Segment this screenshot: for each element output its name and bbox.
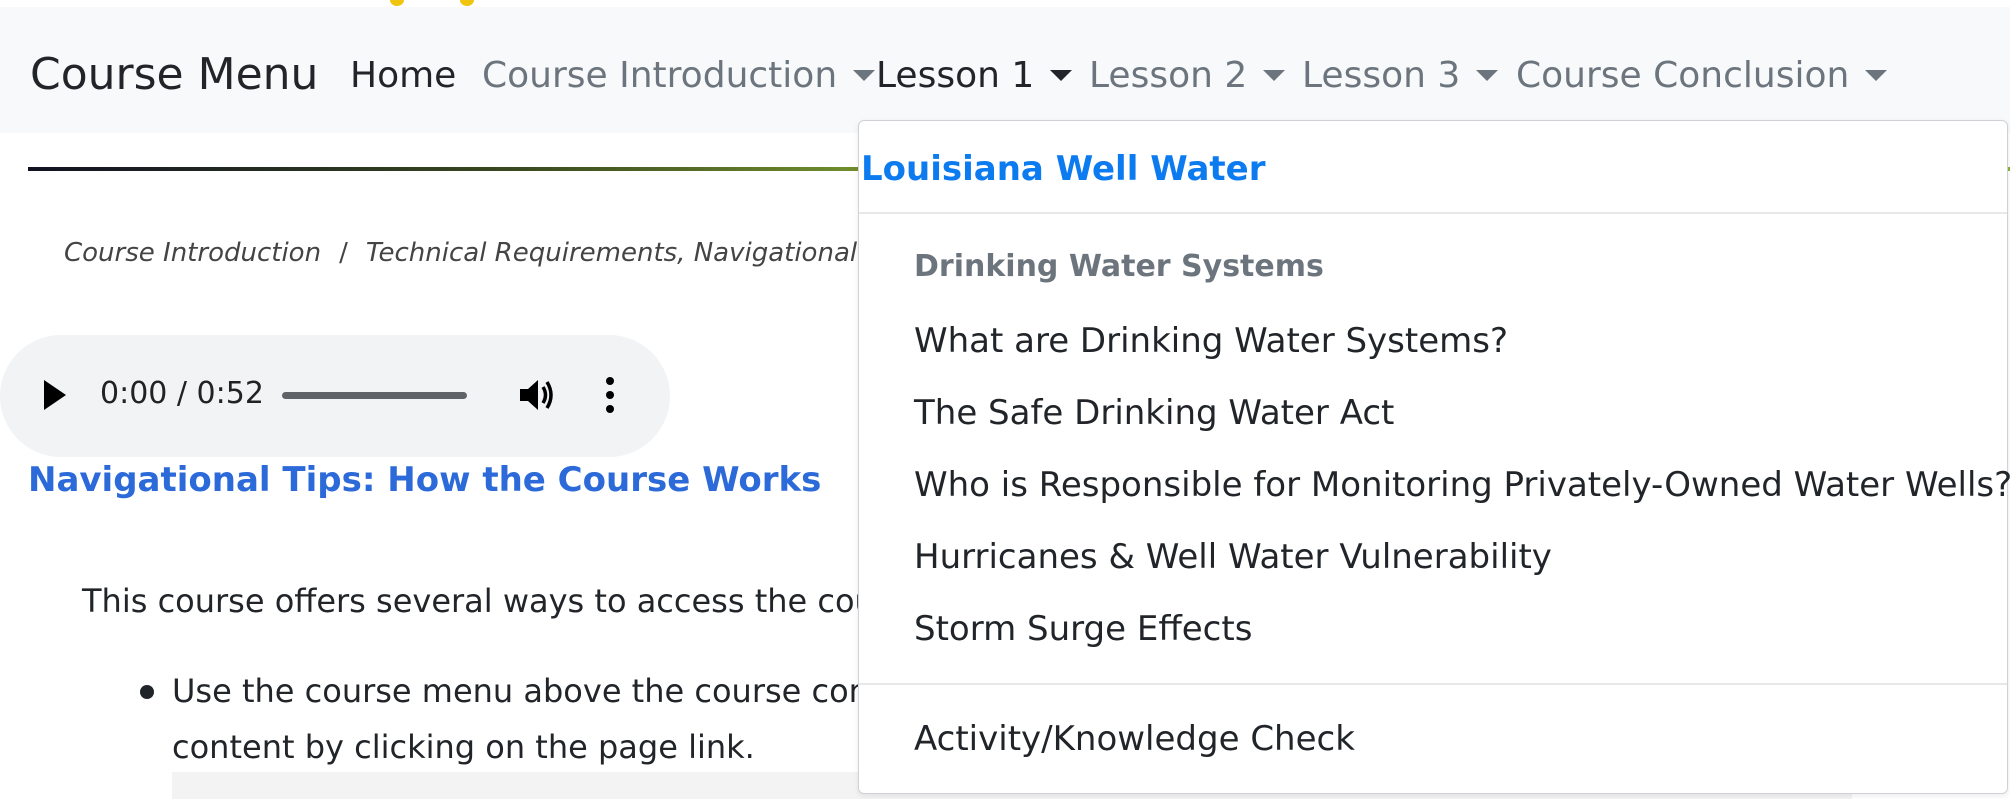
nav-course-introduction-label: Course Introduction (482, 55, 838, 96)
audio-player: 0:00 / 0:52 (0, 335, 670, 457)
dropdown-item[interactable]: Storm Surge Effects (914, 609, 1253, 649)
bullet-text-continued: content by clicking on the page link. (172, 728, 755, 766)
volume-icon[interactable] (518, 377, 558, 413)
dropdown-item-activity[interactable]: Activity/Knowledge Check (914, 719, 1355, 759)
nav-course-introduction[interactable]: Course Introduction (482, 55, 876, 96)
dropdown-divider (859, 212, 2007, 214)
nav-lesson-3-label: Lesson 3 (1302, 55, 1461, 96)
dropdown-section-header: Drinking Water Systems (914, 249, 1324, 284)
breadcrumb-separator: / (339, 238, 348, 268)
nav-lesson-1[interactable]: Lesson 1 (876, 55, 1073, 96)
dropdown-item[interactable]: Who is Responsible for Monitoring Privat… (914, 465, 2010, 505)
decorative-logo-fragment (460, 0, 474, 6)
nav-lesson-2-label: Lesson 2 (1089, 55, 1248, 96)
nav-lesson-1-label: Lesson 1 (876, 55, 1035, 96)
nav-course-conclusion-label: Course Conclusion (1516, 55, 1850, 96)
audio-time: 0:00 / 0:52 (100, 376, 264, 411)
nav-home[interactable]: Home (350, 55, 456, 96)
dropdown-item[interactable]: The Safe Drinking Water Act (914, 393, 1395, 433)
dropdown-item[interactable]: Hurricanes & Well Water Vulnerability (914, 537, 1552, 577)
audio-progress-bar[interactable] (282, 392, 467, 399)
top-strip (0, 0, 2010, 7)
play-icon[interactable] (44, 380, 66, 410)
dropdown-divider (859, 683, 2007, 685)
caret-down-icon (1263, 70, 1286, 81)
caret-down-icon (1865, 70, 1888, 81)
caret-down-icon (1050, 70, 1073, 81)
intro-paragraph: This course offers several ways to acces… (82, 582, 888, 620)
bullet-text: Use the course menu above the course con (172, 672, 869, 710)
nav-course-conclusion[interactable]: Course Conclusion (1516, 55, 1888, 96)
nav-lesson-2[interactable]: Lesson 2 (1089, 55, 1286, 96)
dropdown-title-link[interactable]: Louisiana Well Water (861, 149, 1266, 189)
nav-home-label: Home (350, 55, 457, 96)
lesson-1-dropdown-menu: Louisiana Well Water Drinking Water Syst… (858, 120, 2010, 794)
bullet-icon (140, 685, 154, 699)
nav-lesson-3[interactable]: Lesson 3 (1302, 55, 1499, 96)
navbar-brand[interactable]: Course Menu (30, 49, 319, 100)
caret-down-icon (853, 70, 876, 81)
dropdown-item[interactable]: What are Drinking Water Systems? (914, 321, 1509, 361)
decorative-logo-fragment (390, 0, 404, 6)
course-navbar: Course Menu Home Course Introduction Les… (0, 7, 2010, 133)
more-options-icon[interactable] (604, 377, 616, 415)
section-heading: Navigational Tips: How the Course Works (28, 460, 822, 500)
breadcrumb-item-course-introduction[interactable]: Course Introduction (64, 238, 322, 268)
caret-down-icon (1476, 70, 1499, 81)
